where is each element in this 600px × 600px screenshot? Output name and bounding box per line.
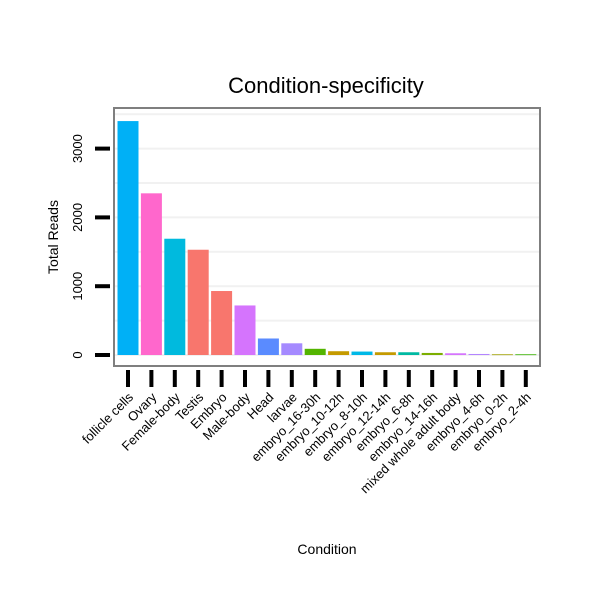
bar [140,193,162,355]
y-axis-title: Total Reads [45,200,61,274]
x-axis: follicle cellsOvaryFemale-bodyTestisEmbr… [79,370,534,496]
bar [351,351,373,355]
chart-title: Condition-specificity [228,73,424,98]
gridlines [115,113,539,356]
bar [187,249,209,355]
bar [211,291,233,355]
bar [328,351,350,355]
y-tick-label: 0 [70,351,85,358]
y-tick-label: 1000 [70,272,85,301]
panel-border [113,107,541,367]
bar [117,121,139,355]
bar [281,343,303,355]
bar [164,238,186,355]
x-axis-title: Condition [297,541,356,557]
bar [398,352,420,355]
y-tick-label: 2000 [70,203,85,232]
bar [515,354,537,356]
bar [491,354,513,356]
y-axis: 0 1000 2000 3000 [70,134,110,359]
y-tick-label: 3000 [70,134,85,163]
bars [117,121,537,356]
bar [234,305,256,355]
bar [421,352,443,355]
bar [468,353,490,355]
bar [445,353,467,355]
bar [304,348,326,355]
bar [257,338,279,355]
bar [374,352,396,355]
